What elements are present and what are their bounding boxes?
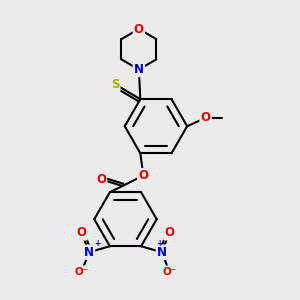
Text: S: S	[111, 78, 119, 91]
Text: +: +	[94, 239, 101, 248]
Text: O: O	[134, 22, 144, 36]
Text: O: O	[96, 173, 106, 186]
Text: +: +	[157, 239, 163, 248]
Text: O: O	[138, 169, 148, 182]
Text: N: N	[134, 63, 144, 76]
Text: N: N	[84, 246, 94, 259]
Text: N: N	[157, 246, 167, 259]
Text: O: O	[201, 111, 211, 124]
Text: O⁻: O⁻	[74, 266, 89, 277]
Text: O: O	[76, 226, 87, 239]
Text: O⁻: O⁻	[162, 266, 176, 277]
Text: O: O	[164, 226, 174, 239]
